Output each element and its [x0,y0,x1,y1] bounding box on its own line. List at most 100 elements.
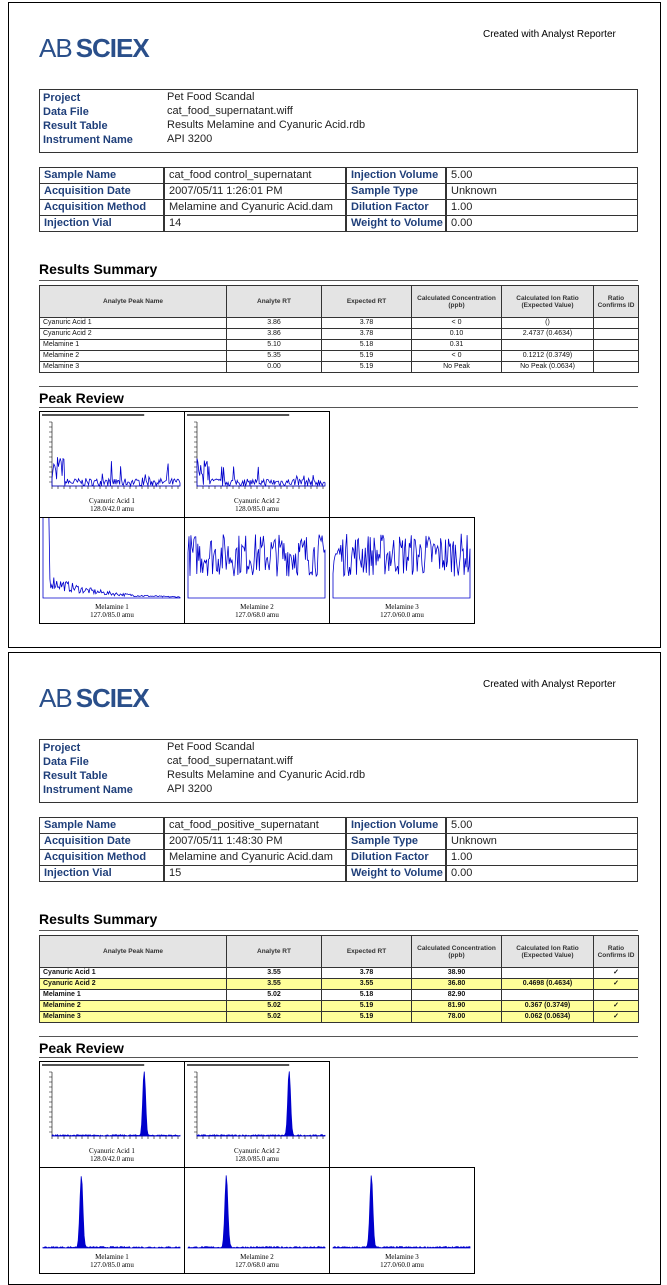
chromatogram [332,1175,471,1249]
results-cell: 0.00 [226,361,322,373]
chromatogram [42,1064,181,1139]
cell-text: 0.00 [267,363,281,370]
cell-text: Sample Type [351,185,419,197]
cell-text: 5.00 [451,169,473,181]
peak-thumbnail: Cyanuric Acid 1 128.0/42.0 amu [39,1061,185,1168]
peak-name: Cyanuric Acid 2 [234,1147,280,1155]
sample-label: Injection Vial [39,865,164,882]
sample-value: 15 [164,865,346,882]
cell-text: Cyanuric Acid 1 [43,969,96,976]
cell-text: Sample Name [44,169,117,181]
section-title: Peak Review [39,390,124,406]
results-cell: 5.19 [321,361,412,373]
peak-transition: 127.0/85.0 amu [90,611,134,619]
cell-text: Melamine 2 [43,1002,81,1009]
cell-text: Melamine 2 [43,352,80,359]
cell-text: 0.1212 (0.3749) [522,352,573,359]
results-cell: Melamine 3 [39,1011,227,1023]
sample-value: Unknown [446,833,638,850]
cell-text: 5.19 [359,352,374,359]
trace [332,1175,471,1249]
cell-text: No Peak [443,363,470,370]
section-rule [39,280,638,281]
results-cell: 5.02 [226,1011,322,1023]
sample-label: Sample Type [346,183,446,200]
peak-name: Cyanuric Acid 1 [89,497,135,505]
results-header: Calculated Ion Ratio (Expected Value) [501,285,594,318]
project-value: API 3200 [167,783,213,795]
sample-value: 1.00 [446,199,638,216]
sample-value: 1.00 [446,849,638,866]
cell-text: Acquisition Method [44,201,147,213]
cell-text: cat_food_positive_supernatant [169,819,319,831]
logo-ab: AB [39,33,73,63]
chromatogram [187,414,326,489]
section-rule [39,1057,638,1058]
peak-thumbnail: Melamine 3 127.0/60.0 amu [329,1167,475,1274]
project-label: Data File [43,756,89,768]
sample-value: cat_food control_supernatant [164,167,346,184]
peak-thumbnail: Melamine 3 127.0/60.0 amu [329,517,475,624]
results-header: Analyte Peak Name [39,935,227,968]
sample-value: Melamine and Cyanuric Acid.dam [164,199,346,216]
results-header: Analyte RT [226,285,322,318]
cell-text: Dilution Factor [351,851,429,863]
sample-label: Acquisition Date [39,833,164,850]
cell-text: 3.78 [359,330,374,337]
sample-label: Weight to Volume [346,215,446,232]
peak-transition: 127.0/60.0 amu [380,1261,424,1269]
cell-text: 5.00 [451,819,473,831]
created-with: Created with Analyst Reporter [483,29,616,40]
peak-transition: 127.0/68.0 amu [235,1261,279,1269]
cell-text: 5.18 [359,341,374,348]
sample-label: Dilution Factor [346,849,446,866]
cell-text: Weight to Volume [351,867,443,879]
results-header: Calculated Ion Ratio (Expected Value) [501,935,594,968]
peak-transition: 127.0/85.0 amu [90,1261,134,1269]
peak-name: Melamine 2 [240,1253,274,1261]
results-header: Ratio Confirms ID [593,285,639,318]
section-rule [39,930,638,931]
cell-text: ✓ [613,1002,619,1009]
sample-value: 0.00 [446,865,638,882]
peak-name: Cyanuric Acid 1 [89,1147,135,1155]
project-value: Results Melamine and Cyanuric Acid.rdb [167,769,366,781]
section-rule [39,1036,638,1037]
results-cell: 5.19 [321,1011,412,1023]
cell-text: 3.78 [359,319,374,326]
cell-text: 5.02 [267,1013,281,1020]
sample-label: Injection Vial [39,215,164,232]
sample-value: 0.00 [446,215,638,232]
peak-name: Melamine 1 [95,603,129,611]
cell-text: 0.00 [451,217,473,229]
cell-text: Acquisition Date [44,185,131,197]
sample-value: 14 [164,215,346,232]
peak-thumbnail: Melamine 1 127.0/85.0 amu [39,505,185,624]
cell-text: ✓ [613,980,619,987]
cell-text: Injection Volume [351,819,439,831]
cell-text: Injection Vial [44,217,112,229]
chromatogram [332,533,471,599]
cell-text: Acquisition Method [44,851,147,863]
cell-text: 0.367 (0.3749) [524,1002,571,1009]
peak-transition: 127.0/68.0 amu [235,611,279,619]
cell-text: 5.19 [359,1002,374,1009]
cell-text: 3.55 [267,969,281,976]
cell-text: cat_food control_supernatant [169,169,312,181]
cell-text: 0.062 (0.0634) [524,1013,571,1020]
cell-text: 0.00 [451,867,473,879]
cell-text: 3.78 [359,969,374,976]
results-header: Analyte Peak Name [39,285,227,318]
peak-transition: 128.0/85.0 amu [235,505,279,513]
sample-value: 5.00 [446,817,638,834]
cell-text: Melamine and Cyanuric Acid.dam [169,201,333,213]
peak-name: Cyanuric Acid 2 [234,497,280,505]
cell-text: 5.19 [359,363,374,370]
cell-text: Injection Volume [351,169,439,181]
cell-text: ✓ [613,1013,619,1020]
logo: AB SCIEX [39,33,150,64]
sample-label: Acquisition Method [39,199,164,216]
peak-thumbnail: Cyanuric Acid 2 128.0/85.0 amu [184,411,330,518]
sample-value: cat_food_positive_supernatant [164,817,346,834]
section-title: Results Summary [39,261,158,277]
